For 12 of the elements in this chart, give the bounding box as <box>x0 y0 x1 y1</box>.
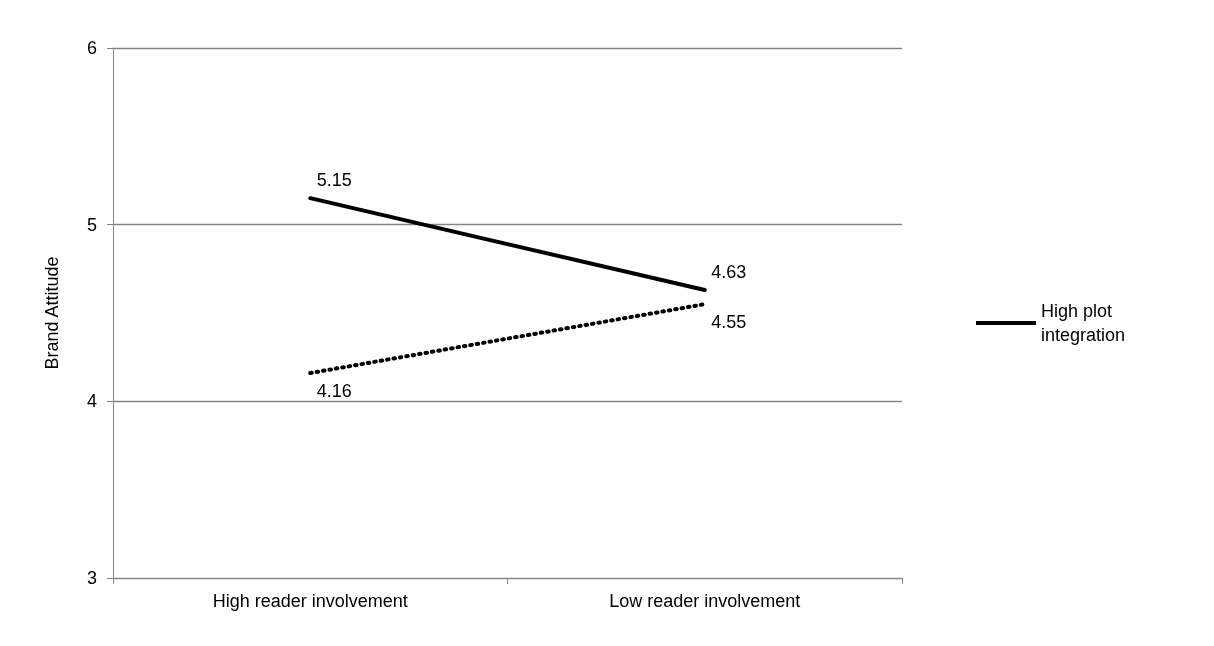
legend-label: High plot integration <box>1041 301 1126 345</box>
y-tick-label: 5 <box>86 214 97 235</box>
y-tick-label: 3 <box>86 568 97 588</box>
data-label: 4.63 <box>711 262 747 283</box>
y-tick-label: 6 <box>86 38 97 58</box>
x-tick-label: Low reader involvement <box>609 591 801 611</box>
y-tick-label: 4 <box>86 391 97 412</box>
data-label: 5.15 <box>316 170 352 191</box>
x-tick-label: High reader involvement <box>212 591 408 611</box>
data-label: 4.16 <box>316 381 352 402</box>
y-axis-title: Brand Attitude <box>42 256 62 370</box>
data-label: 4.55 <box>711 312 747 333</box>
